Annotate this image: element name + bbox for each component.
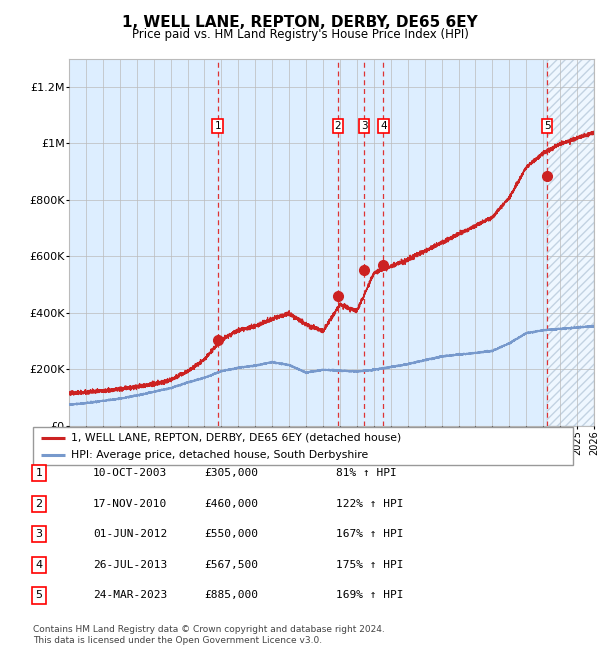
Text: 2: 2 (335, 122, 341, 131)
Text: 17-NOV-2010: 17-NOV-2010 (93, 499, 167, 509)
Text: 169% ↑ HPI: 169% ↑ HPI (336, 590, 404, 601)
Text: Contains HM Land Registry data © Crown copyright and database right 2024.
This d: Contains HM Land Registry data © Crown c… (33, 625, 385, 645)
Text: £460,000: £460,000 (204, 499, 258, 509)
Text: HPI: Average price, detached house, South Derbyshire: HPI: Average price, detached house, Sout… (71, 450, 368, 460)
Text: 3: 3 (35, 529, 43, 539)
Text: 2: 2 (35, 499, 43, 509)
Text: 3: 3 (361, 122, 367, 131)
Text: 4: 4 (380, 122, 387, 131)
Text: £567,500: £567,500 (204, 560, 258, 570)
Text: 1: 1 (35, 468, 43, 478)
Text: 122% ↑ HPI: 122% ↑ HPI (336, 499, 404, 509)
Text: 10-OCT-2003: 10-OCT-2003 (93, 468, 167, 478)
Text: 26-JUL-2013: 26-JUL-2013 (93, 560, 167, 570)
Text: £550,000: £550,000 (204, 529, 258, 539)
Text: 01-JUN-2012: 01-JUN-2012 (93, 529, 167, 539)
Text: 175% ↑ HPI: 175% ↑ HPI (336, 560, 404, 570)
Text: 81% ↑ HPI: 81% ↑ HPI (336, 468, 397, 478)
Text: 4: 4 (35, 560, 43, 570)
Text: 1, WELL LANE, REPTON, DERBY, DE65 6EY (detached house): 1, WELL LANE, REPTON, DERBY, DE65 6EY (d… (71, 433, 401, 443)
Text: £885,000: £885,000 (204, 590, 258, 601)
Text: 1: 1 (214, 122, 221, 131)
Text: 5: 5 (35, 590, 43, 601)
Text: Price paid vs. HM Land Registry's House Price Index (HPI): Price paid vs. HM Land Registry's House … (131, 28, 469, 41)
Text: 5: 5 (544, 122, 550, 131)
Text: 1, WELL LANE, REPTON, DERBY, DE65 6EY: 1, WELL LANE, REPTON, DERBY, DE65 6EY (122, 15, 478, 30)
Text: £305,000: £305,000 (204, 468, 258, 478)
Text: 24-MAR-2023: 24-MAR-2023 (93, 590, 167, 601)
Text: 167% ↑ HPI: 167% ↑ HPI (336, 529, 404, 539)
